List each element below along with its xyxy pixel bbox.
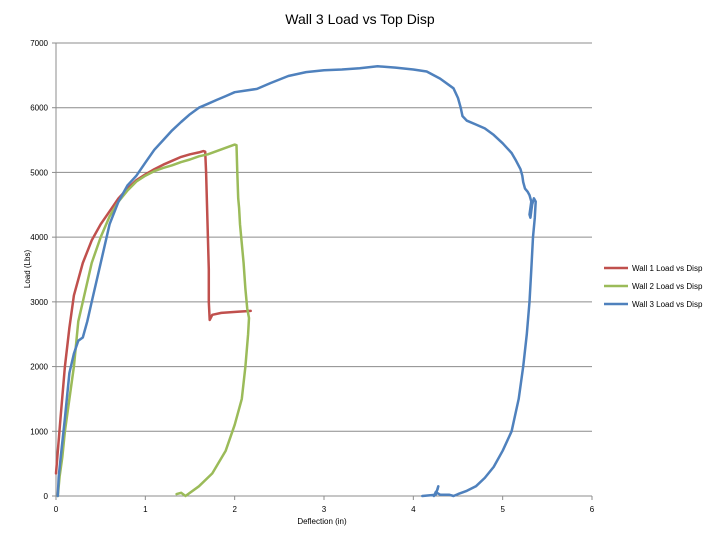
x-tick-label-0: 0 xyxy=(54,505,59,514)
axes xyxy=(52,42,593,500)
legend-label-1: Wall 1 Load vs Disp xyxy=(632,264,703,273)
y-tick-label-2000: 2000 xyxy=(30,363,48,372)
x-tick-label-6: 6 xyxy=(590,505,595,514)
legend-label-2: Wall 2 Load vs Disp xyxy=(632,282,703,291)
series-line-2 xyxy=(56,143,251,498)
series-line-3 xyxy=(56,65,537,498)
x-axis-label: Deflection (in) xyxy=(297,517,347,526)
x-tick-label-4: 4 xyxy=(411,505,416,514)
y-tick-label-0: 0 xyxy=(44,492,49,501)
y-tick-label-7000: 7000 xyxy=(30,39,48,48)
y-tick-label-3000: 3000 xyxy=(30,298,48,307)
x-tick-label-2: 2 xyxy=(232,505,237,514)
legend-label-3: Wall 3 Load vs Disp xyxy=(632,300,703,309)
y-axis-label: Load (Lbs) xyxy=(23,250,32,289)
x-tick-label-5: 5 xyxy=(500,505,505,514)
x-tick-labels: 0 1 2 3 4 5 6 xyxy=(54,505,595,514)
y-tick-label-5000: 5000 xyxy=(30,168,48,177)
series-line-1 xyxy=(54,149,252,475)
y-tick-label-4000: 4000 xyxy=(30,233,48,242)
y-tick-labels: 0 1000 2000 3000 4000 5000 6000 7000 xyxy=(30,39,48,501)
x-tick-label-1: 1 xyxy=(143,505,148,514)
y-tick-label-6000: 6000 xyxy=(30,104,48,113)
x-tick-label-3: 3 xyxy=(322,505,327,514)
gridlines xyxy=(56,42,592,432)
legend[interactable]: Wall 1 Load vs Disp Wall 2 Load vs Disp Wa… xyxy=(604,264,703,309)
y-tick-label-1000: 1000 xyxy=(30,427,48,436)
series-lines xyxy=(54,65,537,498)
chart-title: Wall 3 Load vs Top Disp xyxy=(285,11,435,27)
